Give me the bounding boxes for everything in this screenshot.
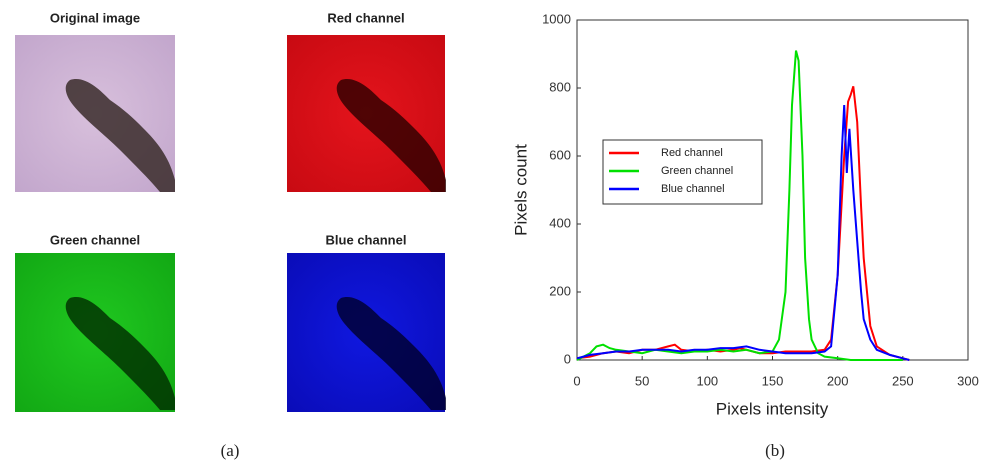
panel-title: Original image <box>50 10 140 25</box>
legend-label: Red channel <box>661 147 723 159</box>
legend-label: Blue channel <box>661 183 725 195</box>
y-tick-label: 1000 <box>542 11 571 26</box>
image-panels <box>15 35 446 412</box>
legend: Red channel Green channel Blue channel <box>602 139 763 205</box>
y-tick-label: 600 <box>549 147 571 162</box>
x-tick-label: 300 <box>957 373 979 388</box>
x-tick-label: 100 <box>696 373 718 388</box>
caption: (b) <box>765 441 785 460</box>
caption: (a) <box>221 441 240 460</box>
x-tick-label: 50 <box>635 373 649 388</box>
x-tick-label: 150 <box>762 373 784 388</box>
series-line <box>576 50 903 361</box>
legend-label: Green channel <box>661 165 733 177</box>
panel-title: Green channel <box>50 232 140 247</box>
y-axis-label: Pixels count <box>511 144 530 236</box>
panel-title: Red channel <box>327 10 404 25</box>
y-tick-label: 800 <box>549 79 571 94</box>
x-tick-label: 0 <box>573 373 580 388</box>
y-tick-label: 400 <box>549 215 571 230</box>
panel-title: Blue channel <box>326 232 407 247</box>
x-axis-label: Pixels intensity <box>716 399 829 418</box>
x-tick-label: 250 <box>892 373 914 388</box>
y-tick-label: 200 <box>549 283 571 298</box>
x-tick-label: 200 <box>827 373 849 388</box>
y-tick-label: 0 <box>564 351 571 366</box>
series-line <box>576 104 910 361</box>
